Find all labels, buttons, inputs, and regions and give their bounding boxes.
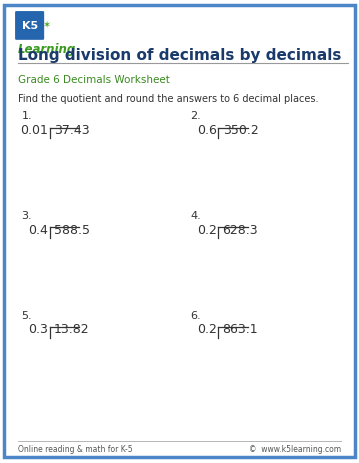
Text: 37.43: 37.43: [54, 124, 89, 137]
Text: 1.: 1.: [22, 111, 32, 121]
Text: 13.82: 13.82: [54, 323, 89, 336]
Text: 6.: 6.: [190, 310, 201, 320]
Text: Online reading & math for K-5: Online reading & math for K-5: [18, 444, 132, 453]
FancyBboxPatch shape: [4, 6, 355, 457]
FancyBboxPatch shape: [15, 12, 44, 41]
Text: 3.: 3.: [22, 211, 32, 221]
Text: 0.01: 0.01: [20, 124, 48, 137]
Text: 4.: 4.: [190, 211, 201, 221]
Text: 0.4: 0.4: [29, 223, 48, 236]
Text: 2.: 2.: [190, 111, 201, 121]
Text: Grade 6 Decimals Worksheet: Grade 6 Decimals Worksheet: [18, 75, 170, 85]
Text: 863.1: 863.1: [223, 323, 258, 336]
Text: Learning: Learning: [18, 43, 76, 56]
Text: 0.6: 0.6: [197, 124, 217, 137]
Text: ©  www.k5learning.com: © www.k5learning.com: [249, 444, 341, 453]
Text: Long division of decimals by decimals: Long division of decimals by decimals: [18, 48, 341, 63]
Text: 0.3: 0.3: [29, 323, 48, 336]
Text: 0.2: 0.2: [197, 323, 217, 336]
Text: 628.3: 628.3: [223, 223, 258, 236]
Text: K5: K5: [22, 21, 38, 31]
Text: 5.: 5.: [22, 310, 32, 320]
Text: 350.2: 350.2: [223, 124, 258, 137]
Text: ✶: ✶: [43, 20, 51, 30]
Text: Find the quotient and round the answers to 6 decimal places.: Find the quotient and round the answers …: [18, 94, 318, 104]
Text: 0.2: 0.2: [197, 223, 217, 236]
Text: 588.5: 588.5: [54, 223, 90, 236]
